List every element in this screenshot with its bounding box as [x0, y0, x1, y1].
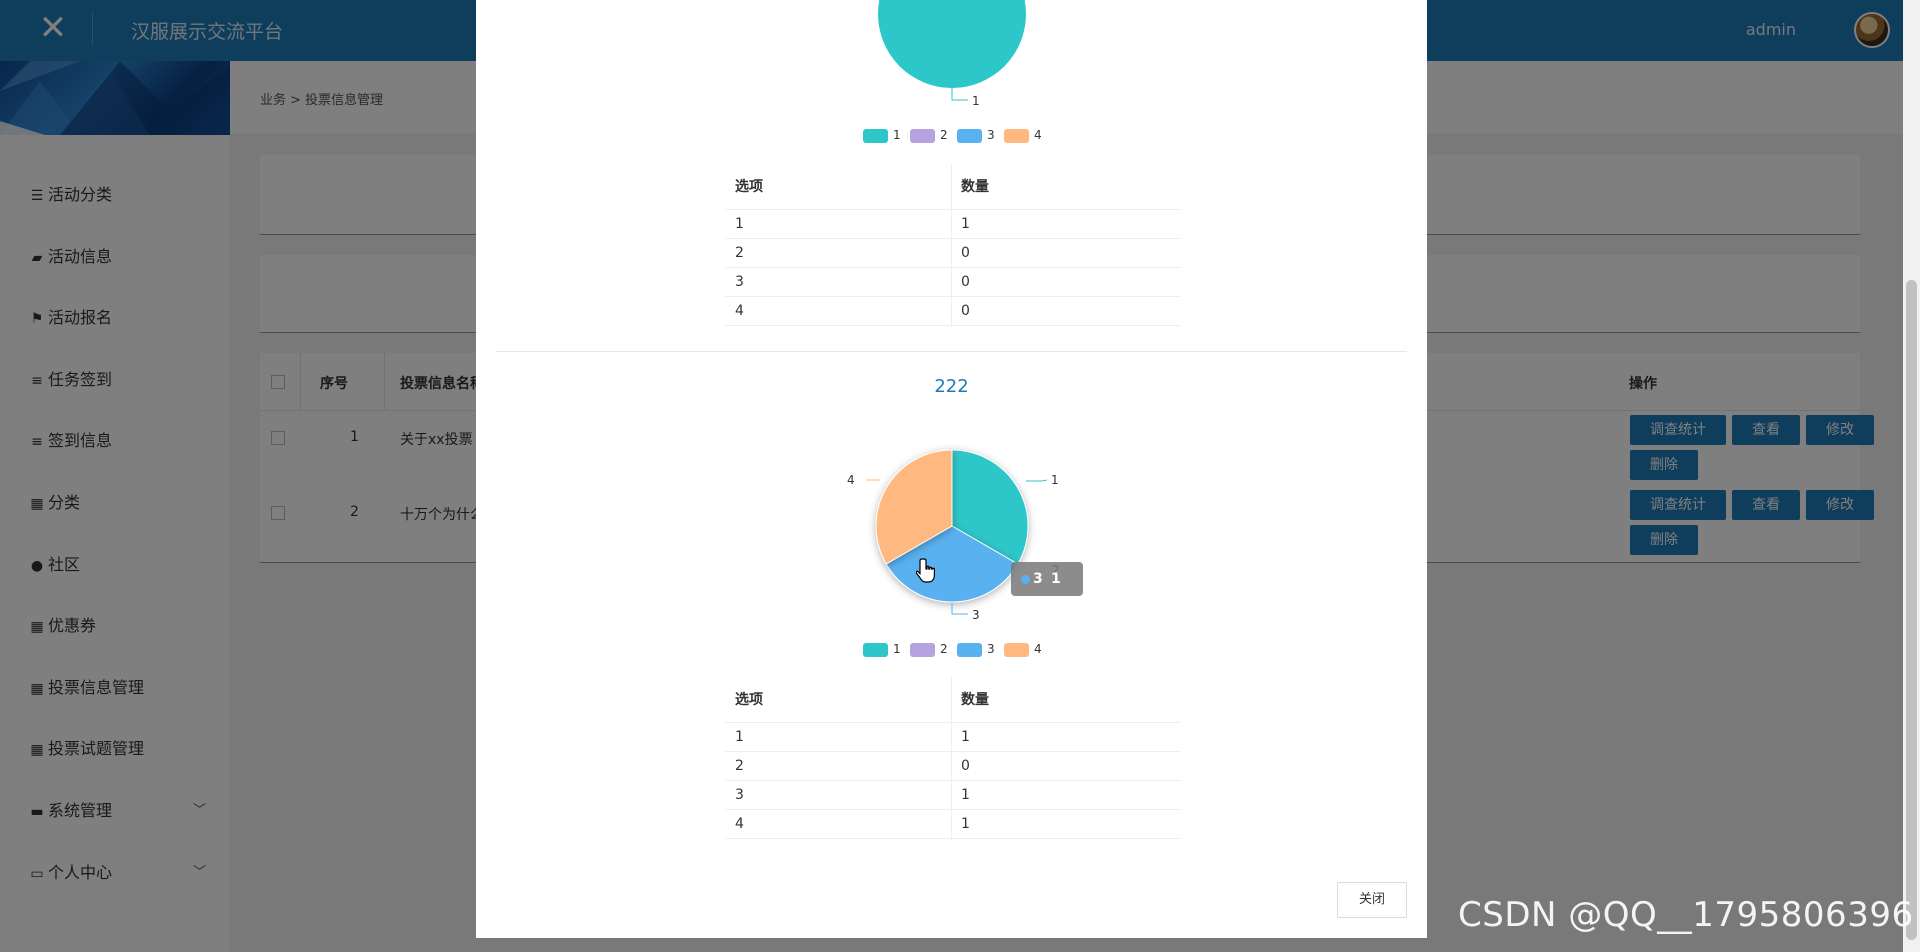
cell-count: 0 — [961, 274, 970, 290]
legend-label[interactable]: 3 — [987, 642, 995, 656]
pie-slice-4[interactable] — [875, 449, 953, 565]
cell-count: 1 — [961, 816, 970, 832]
cell-option: 3 — [735, 274, 744, 290]
pie-chart-2: 1 4 3 2 — [847, 449, 1060, 622]
pie-label-line — [951, 603, 968, 615]
cell-count: 0 — [961, 245, 970, 261]
legend-swatch[interactable] — [957, 643, 982, 657]
hand-cursor-icon — [916, 558, 935, 583]
pie-label-line — [951, 88, 968, 101]
cell-option: 4 — [735, 816, 744, 832]
legend-swatch[interactable] — [910, 643, 935, 657]
tooltip-dot — [1021, 575, 1030, 584]
legend-label[interactable]: 2 — [940, 128, 948, 142]
legend-swatch[interactable] — [1004, 643, 1029, 657]
pie-slice-1[interactable] — [878, 0, 1026, 88]
chart-legend-1: 1 2 3 4 — [476, 127, 1427, 143]
pie-slice-label: 1 — [1051, 473, 1059, 487]
pie-slice-label: 4 — [847, 473, 855, 487]
legend-label[interactable]: 1 — [893, 642, 901, 656]
table-header: 选项 数量 — [725, 677, 1180, 723]
tooltip-value: 1 — [1051, 571, 1061, 587]
tooltip-name: 3 — [1033, 571, 1043, 587]
header-count: 数量 — [961, 692, 989, 708]
pie-label-line — [1026, 479, 1048, 482]
legend-label[interactable]: 1 — [893, 128, 901, 142]
cell-option: 2 — [735, 245, 744, 261]
table-header: 选项 数量 — [725, 164, 1180, 210]
cell-count: 1 — [961, 729, 970, 745]
column-divider — [951, 677, 952, 840]
chart-legend-2: 1 2 3 4 — [476, 641, 1427, 657]
legend-label[interactable]: 2 — [940, 642, 948, 656]
legend-swatch[interactable] — [1004, 129, 1029, 143]
header-option: 选项 — [735, 692, 763, 708]
close-button[interactable]: 关闭 — [1337, 882, 1407, 918]
header-count: 数量 — [961, 179, 989, 195]
legend-swatch[interactable] — [957, 129, 982, 143]
cell-option: 3 — [735, 787, 744, 803]
legend-label[interactable]: 3 — [987, 128, 995, 142]
cell-count: 0 — [961, 758, 970, 774]
cell-count: 0 — [961, 303, 970, 319]
column-divider — [951, 164, 952, 327]
legend-swatch[interactable] — [910, 129, 935, 143]
pie-chart-1: 1 — [878, 0, 1026, 108]
cell-count: 1 — [961, 787, 970, 803]
pie-slice-label: 1 — [972, 94, 980, 108]
scrollbar-thumb[interactable] — [1906, 280, 1917, 940]
cell-option: 2 — [735, 758, 744, 774]
header-option: 选项 — [735, 179, 763, 195]
cell-count: 1 — [961, 216, 970, 232]
cell-option: 1 — [735, 729, 744, 745]
legend-label[interactable]: 4 — [1034, 642, 1042, 656]
chart-tooltip: 3 1 — [1011, 562, 1083, 596]
cell-option: 4 — [735, 303, 744, 319]
chart-title: 222 — [934, 376, 969, 397]
scrollbar[interactable] — [1903, 0, 1920, 952]
legend-label[interactable]: 4 — [1034, 128, 1042, 142]
section-divider — [496, 351, 1407, 352]
legend-swatch[interactable] — [863, 129, 888, 143]
legend-swatch[interactable] — [863, 643, 888, 657]
cell-option: 1 — [735, 216, 744, 232]
pie-slice-1[interactable] — [951, 449, 1029, 565]
watermark: CSDN @QQ__1795806396 — [1458, 895, 1914, 935]
pie-slice-label: 3 — [972, 608, 980, 622]
